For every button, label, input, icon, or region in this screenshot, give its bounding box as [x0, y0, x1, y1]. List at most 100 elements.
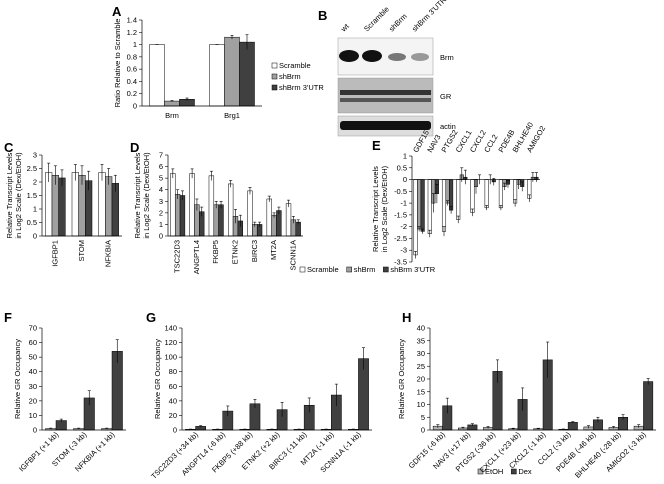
panel-letter: H: [402, 310, 411, 325]
y-tick-label: 30: [29, 382, 37, 391]
y-tick-label: 0.8: [127, 52, 137, 61]
y-tick-label: 0: [33, 426, 37, 435]
y-tick-label: 0: [33, 232, 37, 241]
bar: [498, 179, 503, 209]
y-tick-label: 2: [159, 208, 163, 217]
y-tick-label: 35: [417, 336, 425, 345]
y-tick-label: 0.2: [127, 89, 137, 98]
y-tick-label: 20: [417, 375, 425, 384]
y-tick-label: 5: [159, 174, 163, 183]
y-axis-label: Relative GR Occupancy: [13, 339, 22, 419]
y-tick-label: 120: [164, 338, 177, 347]
bar: [643, 381, 654, 431]
bar: [98, 172, 106, 237]
y-tick-label: 0: [421, 426, 425, 435]
y-tick-label: -1: [400, 199, 407, 208]
bar: [567, 422, 578, 431]
x-tick-label: ETNK2: [231, 240, 240, 264]
y-tick-label: -3.5: [394, 258, 407, 267]
x-tick-label: TSC22D3 (+34 kb): [149, 430, 200, 481]
panel-letter: B: [318, 8, 327, 23]
bar: [213, 204, 219, 237]
bar: [45, 172, 53, 237]
bar: [484, 179, 489, 209]
bar: [111, 351, 123, 431]
legend-swatch: [271, 62, 278, 69]
y-tick-label: 0.5: [27, 218, 37, 227]
legend-label: shBrm: [279, 72, 301, 81]
y-axis-label: Relative Transcript Levels: [133, 152, 142, 238]
legend-label: shBrm 3'UTR: [279, 83, 324, 92]
row-label: actin: [440, 122, 456, 131]
bar: [445, 179, 450, 204]
blot-band: [362, 50, 382, 62]
legend-swatch: [383, 266, 389, 273]
bar: [208, 175, 215, 237]
bar: [276, 210, 282, 237]
y-tick-label: 70: [29, 324, 37, 333]
y-tick-label: 10: [29, 411, 37, 420]
legend-swatch: [477, 468, 484, 475]
y-tick-label: 140: [164, 324, 177, 333]
y-tick-label: 1.4: [127, 16, 137, 25]
bar: [247, 190, 253, 237]
x-tick-label: SCNN1A: [288, 240, 297, 270]
panel-letter: D: [130, 140, 139, 155]
bar: [71, 172, 79, 237]
panel-letter: G: [146, 310, 156, 325]
y-tick-label: 40: [169, 396, 177, 405]
bar: [427, 179, 432, 234]
x-tick-label: ANGPTL4: [192, 240, 201, 274]
bar: [413, 179, 418, 256]
blot-panel: B: [318, 8, 434, 137]
x-tick-label: Brm: [165, 111, 179, 120]
legend-label: EtOH: [485, 467, 503, 476]
x-tick-label: Brg1: [224, 111, 240, 120]
y-axis-label: Ratio Relative to Scramble: [113, 19, 122, 108]
legend-label: shBrm 3'UTR: [390, 265, 435, 274]
y-tick-label: 0.5: [397, 163, 407, 172]
panel-letter: E: [372, 138, 381, 153]
x-tick-label: FKBP5: [211, 240, 220, 264]
legend-swatch: [346, 266, 352, 273]
bar: [228, 183, 234, 237]
y-tick-label: 0: [173, 426, 177, 435]
y-tick-label: 80: [169, 367, 177, 376]
bar: [58, 177, 66, 237]
bar: [174, 194, 181, 237]
legend-swatch: [271, 84, 278, 91]
blot-band: [340, 98, 431, 102]
x-tick-label: TSC22D3: [173, 240, 182, 273]
row-label: Brm: [440, 53, 454, 62]
lane-label: shBrm 3'UTR: [410, 0, 448, 33]
y-tick-label: 1: [33, 205, 37, 214]
y-axis-label: in Log2 Scale (Dex/EtOH): [14, 152, 23, 239]
bar: [105, 176, 113, 237]
blot-image: [337, 77, 434, 114]
y-tick-label: 10: [417, 400, 425, 409]
bar: [170, 173, 176, 237]
y-tick-label: 0: [403, 175, 407, 184]
y-axis-label: Relative Transcript Levels: [371, 166, 380, 252]
bar: [420, 179, 425, 232]
legend-label: Dex: [518, 467, 532, 476]
y-tick-label: 15: [417, 387, 425, 396]
bar: [209, 44, 225, 107]
x-tick-label: IGFBP1: [50, 240, 59, 267]
bar: [285, 203, 292, 237]
x-tick-label: BIRC3: [250, 240, 259, 262]
y-tick-label: 20: [29, 396, 37, 405]
y-tick-label: 0: [159, 232, 163, 241]
panel-letter: A: [112, 4, 122, 19]
panel-letter: C: [4, 140, 14, 155]
y-tick-label: -0.5: [394, 187, 407, 196]
bar: [456, 179, 461, 220]
y-axis-label: in Log2 Scale (Dex/EtOH): [142, 152, 151, 239]
bar: [449, 179, 454, 211]
y-tick-label: 100: [164, 353, 177, 362]
y-tick-label: 40: [29, 367, 37, 376]
y-tick-label: 40: [417, 324, 425, 333]
blot-band: [340, 121, 431, 130]
y-tick-label: 3: [33, 151, 37, 160]
